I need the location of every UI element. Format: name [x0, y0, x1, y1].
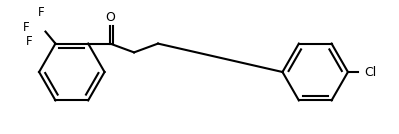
Text: F: F — [38, 6, 44, 19]
Text: F: F — [26, 35, 33, 48]
Text: O: O — [105, 11, 115, 24]
Text: Cl: Cl — [364, 66, 376, 79]
Text: F: F — [23, 21, 30, 34]
